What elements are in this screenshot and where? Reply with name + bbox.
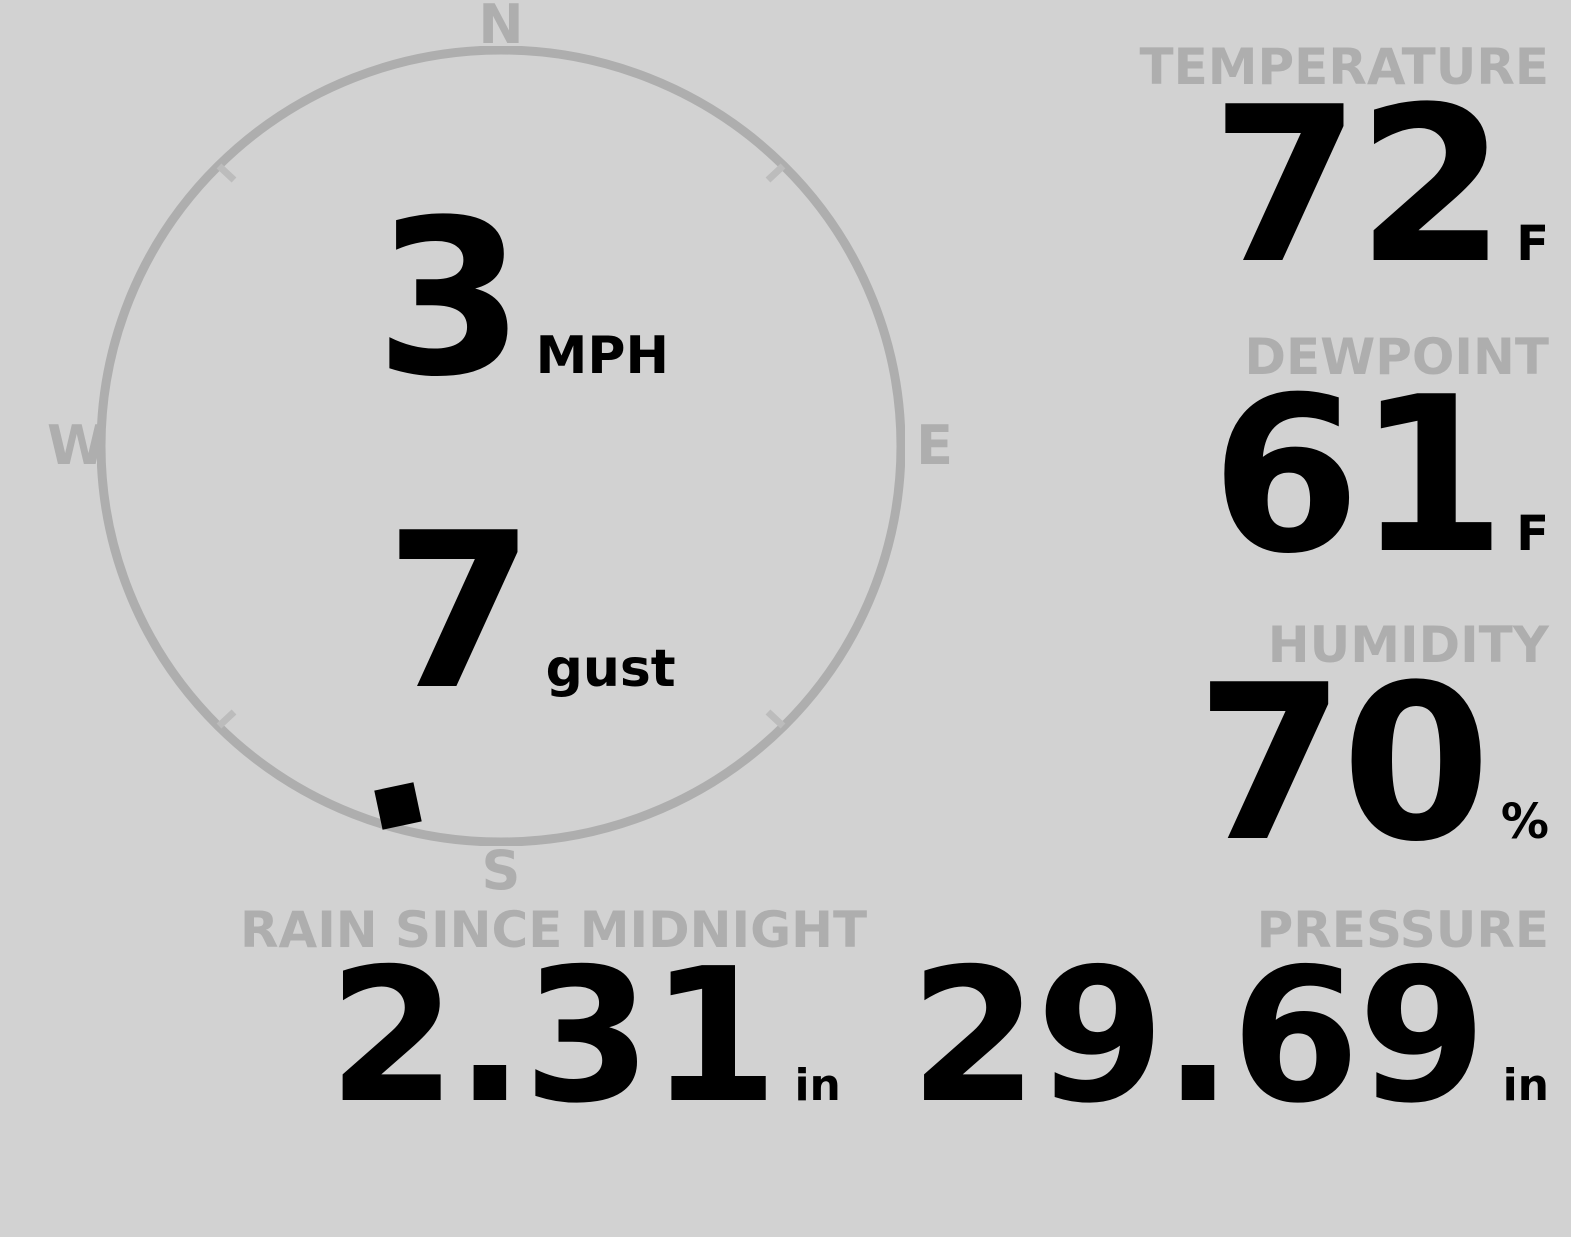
- humidity-unit: %: [1500, 794, 1549, 850]
- humidity-value: 70: [1195, 638, 1491, 889]
- pressure-label: PRESSURE: [1256, 901, 1549, 959]
- rain-value: 2.31: [328, 928, 778, 1144]
- compass-label-east: E: [916, 414, 953, 477]
- dewpoint-value: 61: [1211, 350, 1506, 601]
- temperature-value: 72: [1211, 60, 1506, 311]
- humidity-label: HUMIDITY: [1267, 616, 1549, 674]
- wind-gust-readout: 7 gust: [385, 486, 676, 737]
- compass-label-west: W: [47, 414, 107, 477]
- compass-label-south: S: [481, 839, 521, 902]
- wind-compass: N E S W 3 MPH 7 gust: [47, 0, 953, 898]
- dewpoint-unit: F: [1516, 506, 1549, 562]
- rain-label: RAIN SINCE MIDNIGHT: [240, 901, 868, 959]
- compass-label-north: N: [478, 0, 524, 56]
- dewpoint-label: DEWPOINT: [1244, 328, 1549, 386]
- dewpoint-stat: DEWPOINT 61 F: [1211, 328, 1549, 601]
- temperature-value-row: 72 F: [1140, 60, 1549, 311]
- wind-gust-unit: gust: [545, 639, 676, 699]
- humidity-stat: HUMIDITY 70 %: [1195, 616, 1549, 889]
- wind-speed-readout: 3 MPH: [375, 173, 669, 424]
- pressure-value: 29.69: [909, 928, 1486, 1144]
- wind-speed-value: 3: [375, 173, 525, 424]
- pressure-value-row: 29.69 in: [909, 928, 1549, 1144]
- temperature-unit: F: [1516, 216, 1549, 272]
- pressure-unit: in: [1502, 1060, 1549, 1111]
- rain-stat: RAIN SINCE MIDNIGHT 2.31 in: [240, 901, 868, 1144]
- dewpoint-value-row: 61 F: [1211, 350, 1549, 601]
- wind-gust-value: 7: [385, 486, 535, 737]
- humidity-value-row: 70 %: [1195, 638, 1549, 889]
- temperature-stat: TEMPERATURE 72 F: [1139, 38, 1550, 311]
- rain-value-row: 2.31 in: [328, 928, 867, 1144]
- wind-speed-unit: MPH: [535, 326, 669, 386]
- rain-unit: in: [794, 1060, 841, 1111]
- compass-ring-icon: [97, 46, 905, 846]
- temperature-label: TEMPERATURE: [1139, 38, 1550, 96]
- pressure-stat: PRESSURE 29.69 in: [909, 901, 1549, 1144]
